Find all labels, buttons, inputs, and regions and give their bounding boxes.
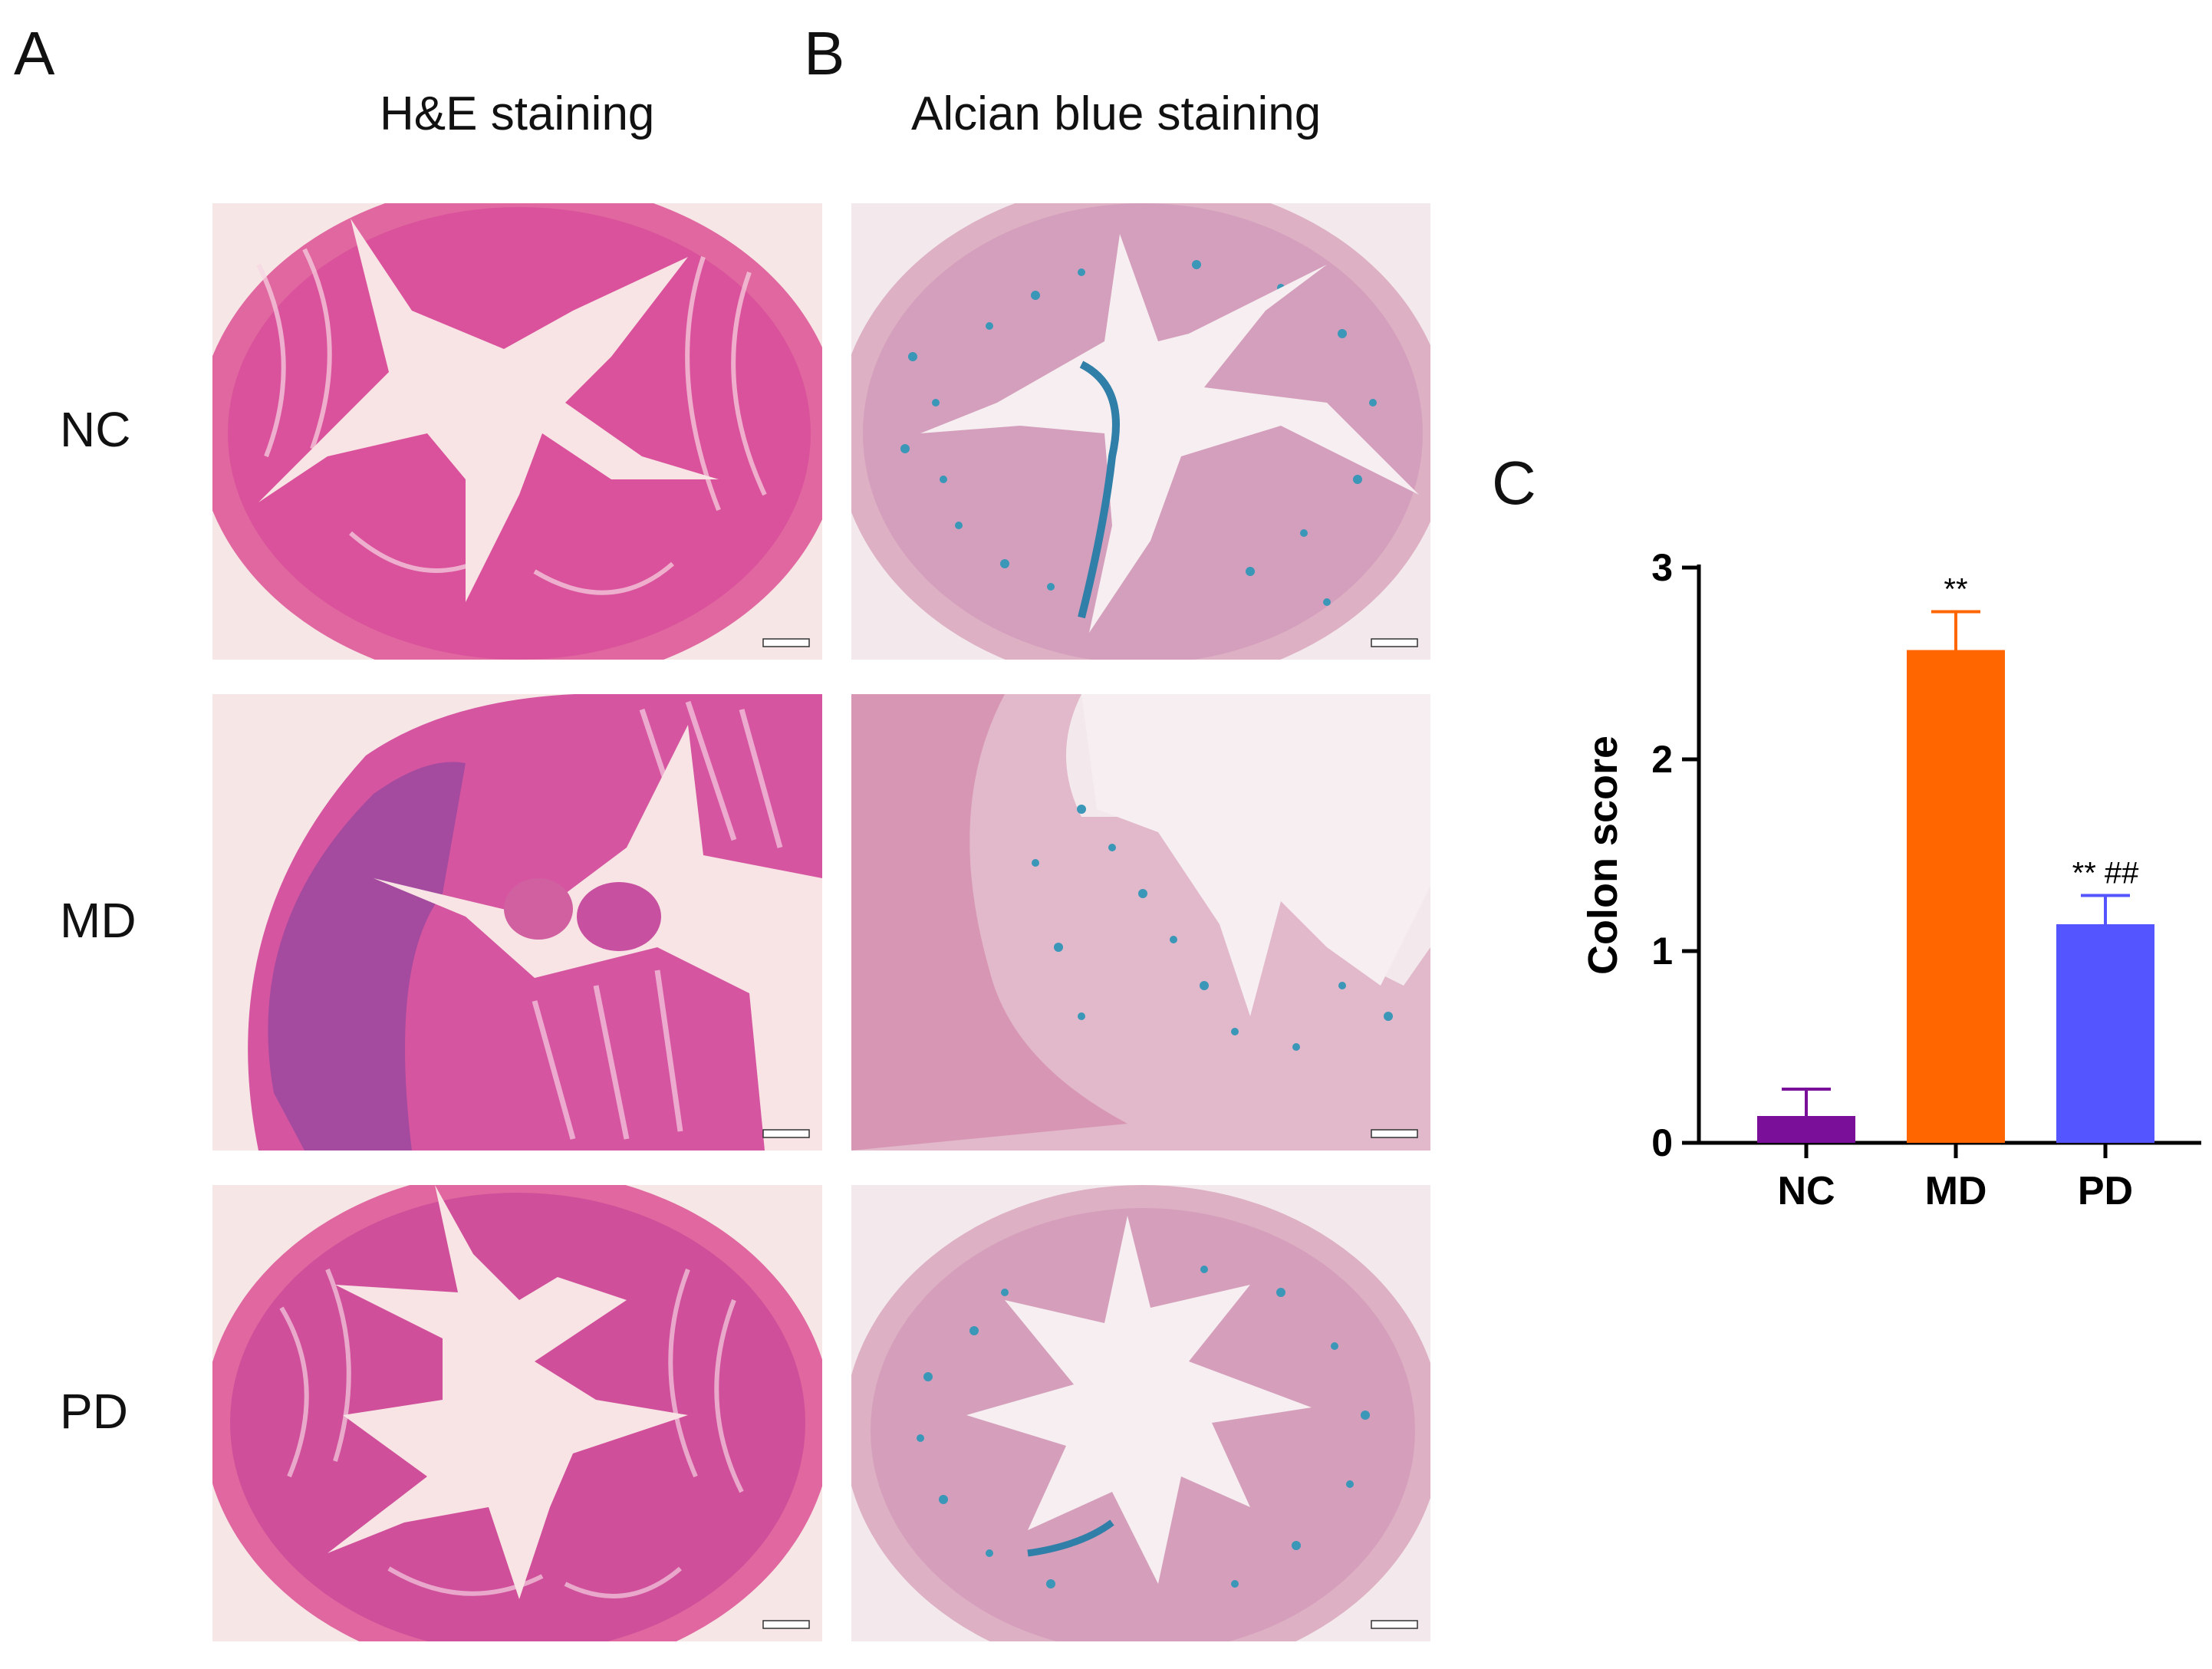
bar-md xyxy=(1907,650,2005,1143)
y-tick-label: 1 xyxy=(1651,930,1673,973)
he-pd-image xyxy=(212,1185,822,1641)
ab-pd-image xyxy=(851,1185,1430,1641)
he-md-image xyxy=(212,694,822,1151)
alcian-micrograph-nc xyxy=(851,203,1430,660)
alcian-micrograph-md xyxy=(851,694,1430,1151)
row-label-pd: PD xyxy=(60,1384,128,1439)
x-tick-label-nc: NC xyxy=(1777,1169,1835,1213)
he-micrograph-pd xyxy=(212,1185,822,1641)
panel-c-letter: C xyxy=(1492,449,1536,517)
alcian-micrograph-pd xyxy=(851,1185,1430,1641)
bar-nc xyxy=(1757,1116,1855,1143)
he-micrograph-md xyxy=(212,694,822,1151)
chart-bars xyxy=(1757,610,2154,1143)
he-nc-image xyxy=(212,203,822,660)
y-tick-label: 0 xyxy=(1651,1121,1673,1164)
he-staining-title: H&E staining xyxy=(380,87,655,140)
x-tick-label-md: MD xyxy=(1925,1169,1987,1213)
significance-label-pd: ** ## xyxy=(2072,857,2139,890)
y-tick-label: 3 xyxy=(1651,546,1673,589)
row-label-nc: NC xyxy=(60,402,131,457)
alcian-blue-staining-title: Alcian blue staining xyxy=(911,87,1322,140)
significance-label-md: ** xyxy=(1944,573,1967,607)
ab-nc-image xyxy=(851,203,1430,660)
panel-b-letter: B xyxy=(804,19,845,87)
chart-labels: NC MD ** PD ** ## xyxy=(1777,573,2139,1214)
y-axis-label: Colon score xyxy=(1580,736,1626,975)
panel-a-letter: A xyxy=(14,19,55,87)
x-tick-label-pd: PD xyxy=(2078,1169,2133,1213)
y-tick-label: 2 xyxy=(1651,738,1673,781)
row-label-md: MD xyxy=(60,893,137,948)
he-micrograph-nc xyxy=(212,203,822,660)
ab-md-image xyxy=(851,694,1430,1151)
bar-pd xyxy=(2056,924,2154,1143)
colon-score-bar-chart: 0 1 2 3 Colon score NC MD ** PD ** ## xyxy=(1580,546,2201,1214)
